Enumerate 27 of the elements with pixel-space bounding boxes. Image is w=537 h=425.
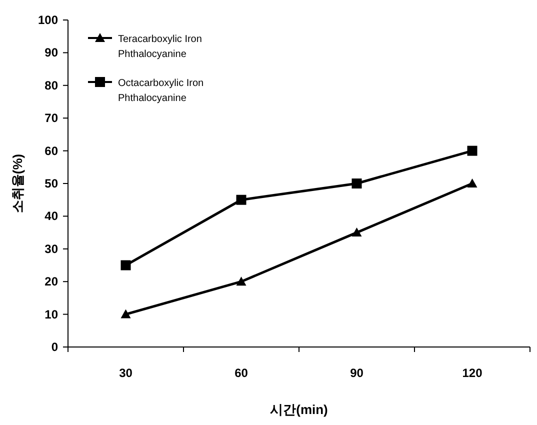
y-tick-label: 60	[44, 144, 58, 158]
point	[120, 309, 131, 318]
point	[467, 146, 478, 156]
y-tick-label: 90	[44, 46, 58, 60]
y-tick-label: 80	[44, 78, 58, 92]
point	[352, 228, 362, 237]
x-tick-label: 120	[462, 366, 483, 380]
x-tick-label: 90	[350, 366, 364, 380]
point	[120, 260, 131, 270]
y-tick-label: 10	[44, 307, 58, 322]
legend-label: Teracarboxylic Iron Phthalocyanine	[118, 34, 202, 60]
y-tick-label: 70	[44, 111, 58, 126]
x-tick-label: 30	[119, 366, 133, 380]
point	[236, 194, 246, 205]
y-tick-label: 0	[51, 340, 58, 354]
point	[236, 276, 246, 286]
x-tick-label: 60	[234, 366, 248, 380]
y-axis-title: 소취율(%)	[10, 154, 25, 214]
x-axis-title: 시간(min)	[270, 402, 328, 417]
point	[467, 178, 478, 188]
y-tick-label: 30	[44, 242, 58, 256]
y-tick-label: 40	[44, 209, 58, 224]
point	[352, 178, 362, 188]
y-tick-label: 20	[44, 274, 58, 289]
y-tick-label: 50	[44, 176, 58, 190]
legend-label: Octacarboxylic Iron Phthalocyanine	[118, 78, 204, 104]
y-tick-label: 100	[38, 13, 58, 27]
